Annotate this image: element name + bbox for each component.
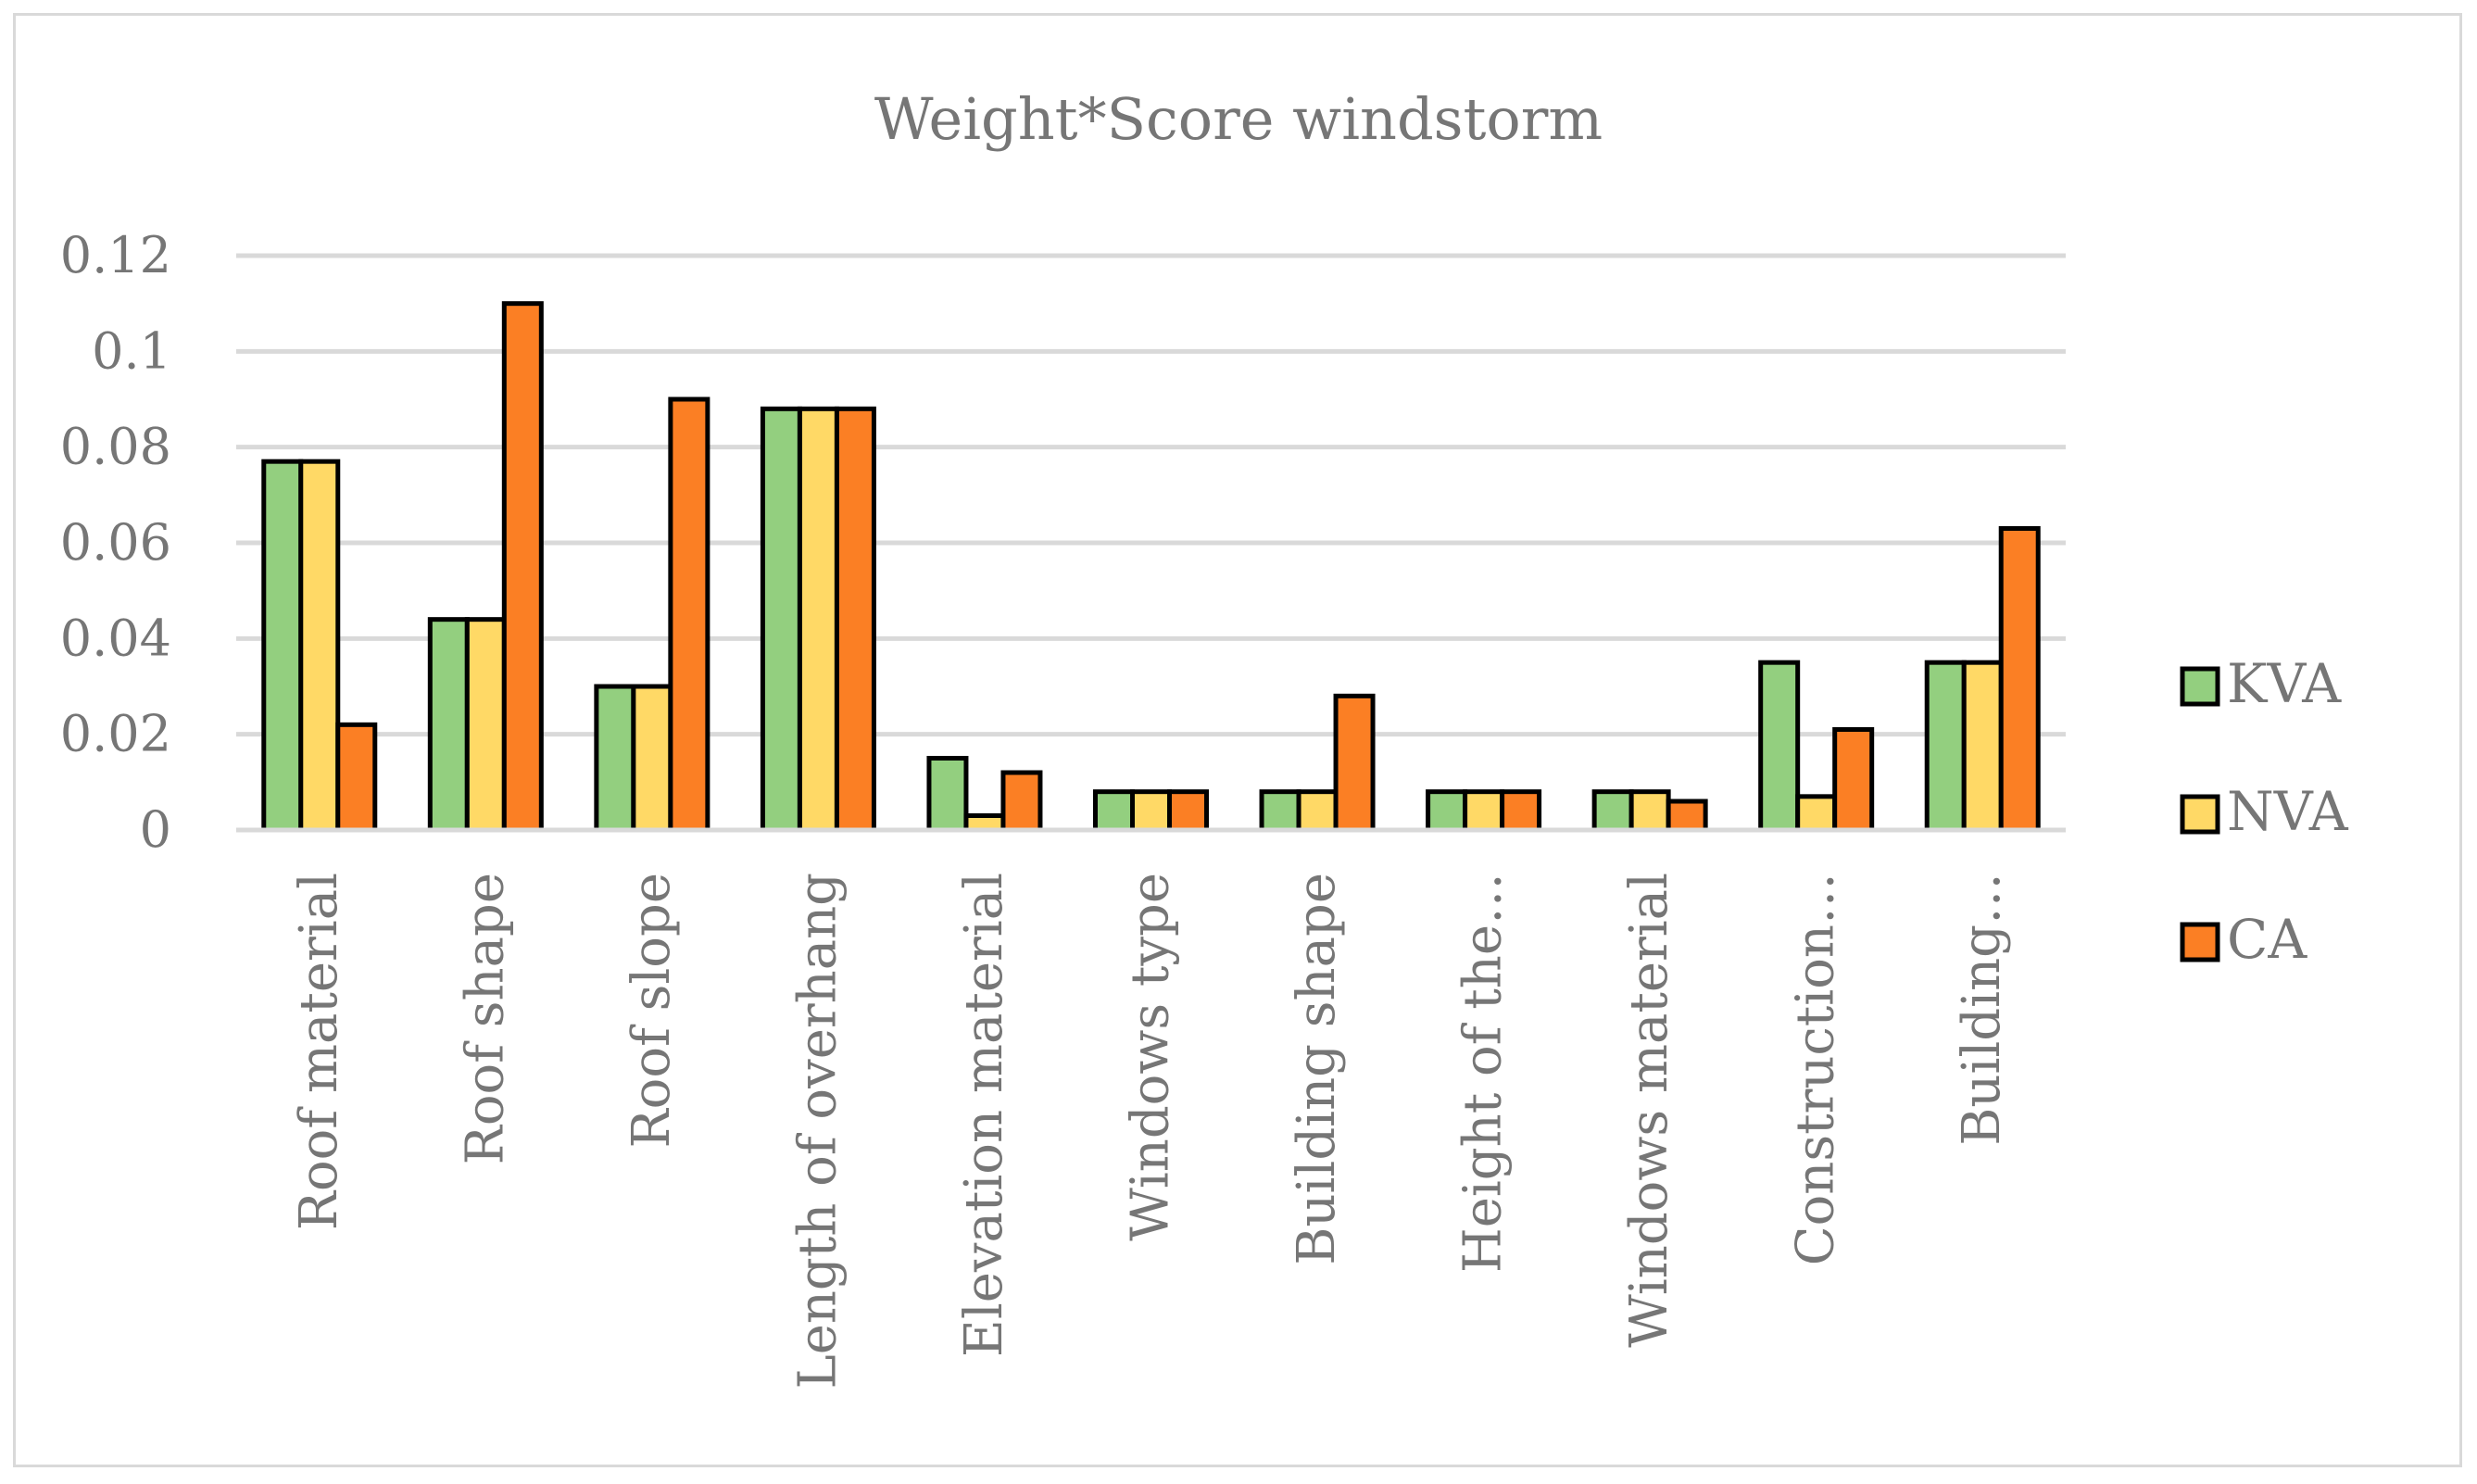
- x-category-label: Length of overhang: [787, 873, 848, 1389]
- bar-ca: [501, 301, 544, 833]
- bar-group: [1093, 789, 1209, 833]
- bar-group: [1426, 789, 1542, 833]
- legend-item-ca: CA: [2180, 908, 2307, 971]
- x-category-label: Building…: [1952, 873, 2012, 1146]
- y-axis-tick-labels: 0 0.02 0.04 0.06 0.08 0.1 0.12: [60, 226, 171, 859]
- bar-kva: [594, 684, 636, 833]
- bar-ca: [1832, 727, 1875, 833]
- x-category-label: Building shape: [1287, 873, 1347, 1265]
- bar-nva: [797, 406, 839, 833]
- bar-group: [594, 396, 710, 833]
- bar-ca: [1998, 526, 2041, 833]
- bar-kva: [760, 406, 802, 833]
- bar-ca: [668, 396, 710, 833]
- bar-kva: [1426, 789, 1468, 833]
- y-tick-label: 0.02: [60, 705, 171, 763]
- chart-title: Weight*Score windstorm: [874, 85, 1603, 153]
- legend-swatch: [2180, 666, 2220, 707]
- legend-swatch: [2180, 922, 2220, 962]
- x-category-label: Windows material: [1619, 873, 1679, 1348]
- bar-kva: [1758, 660, 1801, 833]
- bar-kva: [1259, 789, 1301, 833]
- y-tick-label: 0.1: [92, 321, 171, 380]
- bar-group: [1758, 660, 1875, 833]
- bar-ca: [1000, 770, 1043, 833]
- bar-nva: [298, 459, 341, 833]
- y-tick-label: 0.04: [60, 609, 171, 667]
- bar-group: [1591, 789, 1708, 833]
- legend-label: KVA: [2227, 652, 2342, 715]
- legend-item-kva: KVA: [2180, 652, 2342, 715]
- bar-ca: [834, 406, 876, 833]
- bar-group: [1924, 526, 2041, 833]
- bar-group: [1259, 693, 1376, 833]
- x-category-label: Roof slope: [622, 873, 682, 1148]
- bars: [261, 301, 2041, 833]
- bar-group: [926, 756, 1043, 833]
- bar-ca: [335, 722, 378, 833]
- bar-nva: [1130, 789, 1172, 833]
- bar-nva: [1296, 789, 1339, 833]
- bar-ca: [1500, 789, 1542, 833]
- bar-kva: [427, 617, 470, 833]
- bar-group: [427, 301, 544, 833]
- y-tick-label: 0: [140, 800, 171, 859]
- x-category-label: Construction…: [1786, 873, 1846, 1265]
- bar-kva: [926, 756, 969, 833]
- bar-group: [760, 406, 876, 833]
- x-axis-category-labels: Roof material Roof shape Roof slope Length …: [289, 873, 2012, 1389]
- y-tick-label: 0.06: [60, 513, 171, 572]
- bar-group: [261, 459, 378, 833]
- y-tick-label: 0.12: [60, 226, 171, 284]
- legend: KVA NVA CA: [2180, 652, 2349, 971]
- bar-nva: [1463, 789, 1505, 833]
- legend-label: CA: [2227, 908, 2307, 971]
- bar-kva: [1924, 660, 1967, 833]
- bar-ca: [1167, 789, 1209, 833]
- bar-kva: [1591, 789, 1634, 833]
- x-category-label: Elevation material: [954, 873, 1014, 1357]
- y-tick-label: 0.08: [60, 418, 171, 476]
- legend-item-nva: NVA: [2180, 780, 2349, 843]
- legend-swatch: [2180, 794, 2220, 835]
- x-category-label: Windows type: [1121, 873, 1181, 1241]
- bar-nva: [1628, 789, 1671, 833]
- bar-kva: [261, 459, 304, 833]
- bar-nva: [1961, 660, 2004, 833]
- bar-ca: [1666, 799, 1708, 833]
- x-category-label: Height of the…: [1453, 873, 1514, 1273]
- x-category-label: Roof shape: [455, 873, 515, 1164]
- bar-nva: [631, 684, 673, 833]
- x-category-label: Roof material: [289, 873, 349, 1230]
- legend-label: NVA: [2227, 780, 2349, 843]
- bar-nva: [464, 617, 507, 833]
- bar-nva: [1795, 794, 1838, 833]
- bar-kva: [1093, 789, 1135, 833]
- bar-ca: [1333, 693, 1376, 833]
